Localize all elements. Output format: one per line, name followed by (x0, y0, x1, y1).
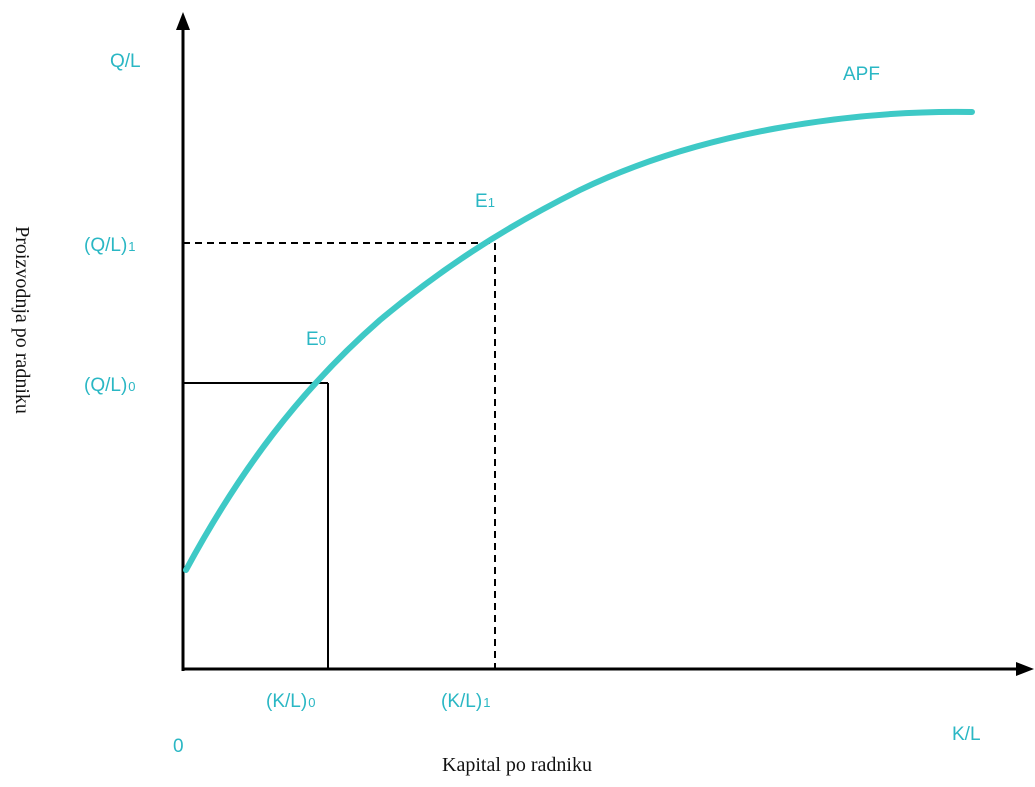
y-axis-title: Proizvodnja po radniku (11, 226, 33, 414)
ql0-label: (Q/L)0 (84, 375, 136, 396)
e1-label: E1 (475, 191, 495, 212)
ql1-label: (Q/L)1 (84, 235, 136, 256)
apf-curve (183, 108, 975, 573)
origin-label: 0 (173, 736, 184, 757)
kl1-label: (K/L)1 (441, 691, 490, 712)
x-axis-unit-label: K/L (952, 724, 981, 745)
e0-label: E0 (306, 329, 326, 350)
x-axis-title: Kapital po radniku (442, 754, 592, 776)
y-axis-unit-label: Q/L (110, 51, 141, 72)
y-axis-arrow-icon (176, 12, 190, 30)
kl0-label: (K/L)0 (266, 691, 315, 712)
x-axis-arrow-icon (1016, 662, 1034, 676)
apf-label: APF (843, 64, 880, 85)
